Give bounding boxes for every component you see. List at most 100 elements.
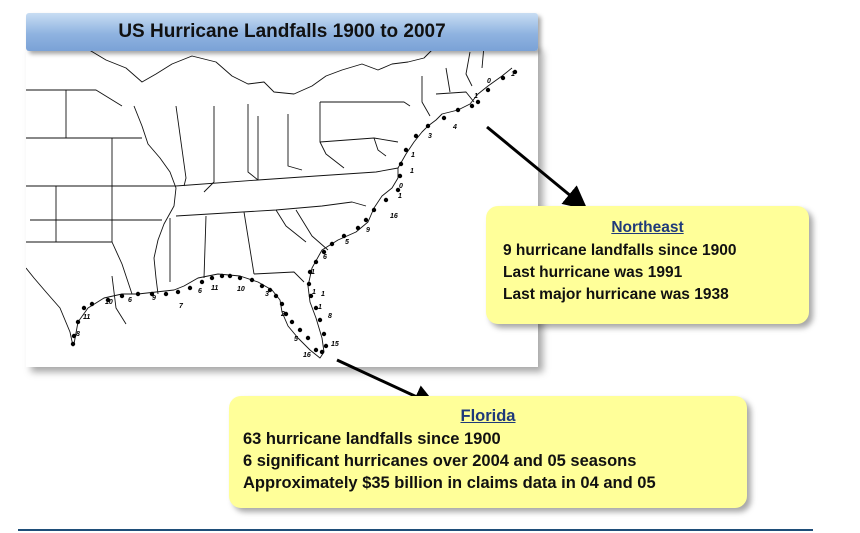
landfall-marker xyxy=(398,161,404,167)
landfall-count-label: 16 xyxy=(390,213,398,220)
state-line xyxy=(435,91,475,103)
landfall-marker xyxy=(227,273,233,279)
state-line xyxy=(320,101,411,107)
northeast-callout: Northeast 9 hurricane landfalls since 19… xyxy=(486,206,809,324)
state-line xyxy=(373,137,387,157)
landfall-marker xyxy=(289,319,295,325)
state-line xyxy=(203,106,215,193)
landfall-marker xyxy=(319,349,325,355)
state-line xyxy=(203,215,207,279)
landfall-count-label: 1 xyxy=(410,168,414,175)
landfall-marker xyxy=(403,147,409,153)
state-line xyxy=(243,211,255,275)
state-line xyxy=(445,67,451,93)
landfall-marker xyxy=(259,283,265,289)
landfall-marker xyxy=(249,277,255,283)
landfall-count-label: 6 xyxy=(198,288,202,295)
landfall-marker xyxy=(306,281,312,287)
florida-line: 6 significant hurricanes over 2004 and 0… xyxy=(243,452,637,470)
landfall-count-label: 0 xyxy=(487,78,491,85)
landfall-marker xyxy=(81,305,87,311)
state-line xyxy=(421,76,431,117)
landfall-count-label: 1 xyxy=(474,93,478,100)
northeast-line: Last major hurricane was 1938 xyxy=(503,286,729,303)
state-line xyxy=(465,51,473,87)
landfall-marker xyxy=(313,305,319,311)
landfall-marker xyxy=(512,69,518,75)
landfall-count-label: 1 xyxy=(398,193,402,200)
landfall-marker xyxy=(395,187,401,193)
state-line xyxy=(287,114,303,171)
landfall-count-label: 4 xyxy=(452,124,457,131)
landfall-marker xyxy=(475,99,481,105)
landfall-count-label: 10 xyxy=(105,299,113,306)
landfall-marker xyxy=(413,133,419,139)
landfall-count-label: 9 xyxy=(366,227,370,234)
landfall-marker xyxy=(329,241,335,247)
state-line xyxy=(111,275,127,325)
florida-callout: Florida 63 hurricane landfalls since 190… xyxy=(229,396,747,508)
landfall-marker xyxy=(163,291,169,297)
landfall-marker xyxy=(469,103,475,109)
landfall-marker xyxy=(500,75,506,81)
landfall-marker xyxy=(363,217,369,223)
landfall-count-label: 1 xyxy=(321,291,325,298)
landfall-marker xyxy=(135,291,141,297)
landfall-marker xyxy=(355,225,361,231)
landfall-count-label: 5 xyxy=(345,239,349,246)
state-line xyxy=(319,141,345,169)
state-borders xyxy=(26,46,513,359)
landfall-count-label: 16 xyxy=(303,352,311,359)
landfall-marker xyxy=(308,293,314,299)
florida-line: 63 hurricane landfalls since 1900 xyxy=(243,430,501,448)
landfall-marker xyxy=(273,293,279,299)
landfall-marker xyxy=(70,341,76,347)
landfall-marker xyxy=(341,233,347,239)
landfall-count-label: 1 xyxy=(311,269,315,276)
state-line xyxy=(26,241,133,295)
landfall-marker xyxy=(323,343,329,349)
landfall-marker xyxy=(267,287,273,293)
state-line xyxy=(275,209,307,243)
northeast-line: Last hurricane was 1991 xyxy=(503,264,683,281)
landfall-marker xyxy=(175,289,181,295)
landfall-marker xyxy=(149,291,155,297)
landfall-marker xyxy=(75,319,81,325)
landfall-count-label: 2 xyxy=(280,311,285,318)
state-line xyxy=(253,271,305,283)
great-lakes xyxy=(85,47,435,95)
landfall-count-label: 7 xyxy=(179,303,184,310)
landfall-marker xyxy=(71,333,77,339)
landfall-marker xyxy=(441,115,447,121)
landfall-dots xyxy=(70,69,518,355)
landfall-marker xyxy=(119,293,125,299)
state-line xyxy=(175,167,399,187)
title-bar: US Hurricane Landfalls 1900 to 2007 xyxy=(26,13,538,51)
landfall-marker xyxy=(89,301,95,307)
state-line xyxy=(247,104,259,181)
landfall-marker xyxy=(297,327,303,333)
landfall-count-label: 1 xyxy=(312,289,316,296)
landfall-count-label: 8 xyxy=(76,331,80,338)
state-line xyxy=(319,102,399,143)
state-line xyxy=(175,201,367,217)
landfall-count-label: 3 xyxy=(265,291,269,298)
florida-heading: Florida xyxy=(460,407,516,425)
northeast-arrow xyxy=(486,125,588,210)
landfall-count-label: 5 xyxy=(294,336,298,343)
landfall-count-label: 15 xyxy=(331,341,339,348)
landfall-count-label: 11 xyxy=(83,314,90,321)
landfall-count-label: 1 xyxy=(511,71,515,78)
landfall-count-label: 10 xyxy=(237,286,245,293)
landfall-count-label: 8 xyxy=(328,313,332,320)
landfall-marker xyxy=(425,123,431,129)
landfall-count-label: 6 xyxy=(128,297,132,304)
state-line xyxy=(26,89,123,107)
state-line xyxy=(295,209,329,251)
landfall-marker xyxy=(219,273,225,279)
landfall-marker xyxy=(313,259,319,265)
northeast-line: 9 hurricane landfalls since 1900 xyxy=(503,242,737,259)
landfall-marker xyxy=(187,285,193,291)
